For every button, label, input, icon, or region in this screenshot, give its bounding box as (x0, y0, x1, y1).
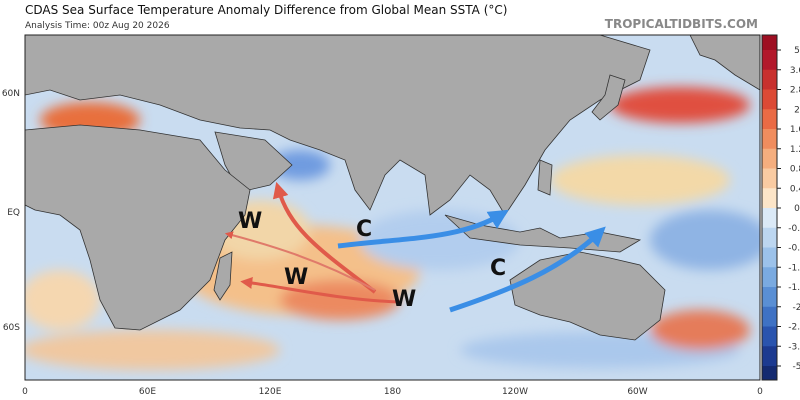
title: CDAS Sea Surface Temperature Anomaly Dif… (25, 3, 507, 17)
colorbar-band (762, 306, 777, 327)
north-america (689, 35, 760, 91)
colorbar-band (762, 287, 777, 308)
colorbar-band (762, 188, 777, 209)
colorbar-band (762, 267, 777, 288)
annotation: C (490, 256, 506, 281)
colorbar-label: -0.8 (788, 244, 800, 254)
lon-labels: 0 60E 120E 180 120W 60W 0 (22, 387, 763, 397)
colorbar-label: -1.2 (788, 263, 800, 273)
colorbar-band (762, 227, 777, 248)
colorbar-label: 2 (794, 105, 800, 115)
cool-arrow (337, 209, 509, 249)
colorbar-label: -0.4 (788, 224, 800, 234)
colorbar-band (762, 247, 777, 268)
map (25, 35, 760, 380)
annotation: W (284, 265, 308, 290)
lat-label: 60N (2, 89, 20, 99)
colorbar-band (762, 366, 777, 380)
colorbar-label: 0.4 (790, 184, 800, 194)
cool-arrow (449, 226, 606, 313)
subtitle: Analysis Time: 00z Aug 20 2026 (25, 21, 170, 31)
warm-arrow (224, 231, 376, 291)
colorbar-band (762, 50, 777, 71)
colorbar-label: 1.6 (790, 125, 800, 135)
colorbar-label: -1.6 (788, 283, 800, 293)
colorbar-band (762, 168, 777, 189)
colorbar-label: -2.8 (788, 323, 800, 333)
lon-label: 60W (627, 387, 647, 397)
lon-label: 180 (384, 387, 401, 397)
annotation: C (356, 217, 372, 242)
lat-label: 60S (3, 323, 20, 333)
colorbar-label: 5 (794, 46, 800, 56)
colorbar-label: 2.8 (790, 86, 800, 96)
colorbar-label: 3.6 (790, 66, 800, 76)
annotation: W (238, 209, 262, 234)
colorbar-label: -3.6 (788, 342, 800, 352)
colorbar-band (762, 129, 777, 150)
madagascar (213, 251, 233, 301)
lon-label: 0 (757, 387, 763, 397)
colorbar-band (762, 89, 777, 110)
colorbar-band (762, 109, 777, 130)
colorbar-band (762, 208, 777, 229)
colorbar-label: -5 (793, 362, 800, 372)
map-frame (24, 34, 761, 381)
lon-label: 60E (139, 387, 156, 397)
colorbar-label: 0.8 (790, 165, 800, 175)
africa (25, 124, 251, 331)
colorbar: 5 3.6 2.8 2 1.6 1.2 0.8 0.4 0 -0.4 -0.8 -1.2 -1.6 -2 -… (761, 34, 800, 381)
lon-label: 120W (502, 387, 528, 397)
colorbar-band (762, 35, 777, 50)
annotation: W (392, 287, 416, 312)
colorbar-label: -2 (793, 303, 800, 313)
lon-label: 0 (22, 387, 28, 397)
lon-label: 120E (259, 387, 282, 397)
lat-label: EQ (7, 208, 20, 218)
watermark: TROPICALTIDBITS.COM (605, 17, 758, 31)
colorbar-label: 1.2 (790, 145, 800, 155)
colorbar-band (762, 69, 777, 90)
eurasia (25, 35, 651, 216)
warm-arrow (240, 277, 401, 304)
colorbar-band (762, 346, 777, 367)
philippines (537, 159, 553, 196)
colorbar-label: 0 (794, 204, 800, 214)
colorbar-band (762, 326, 777, 347)
warm-arrow (272, 181, 377, 294)
japan (591, 74, 626, 121)
arrows (224, 181, 606, 313)
colorbar-band (762, 148, 777, 169)
